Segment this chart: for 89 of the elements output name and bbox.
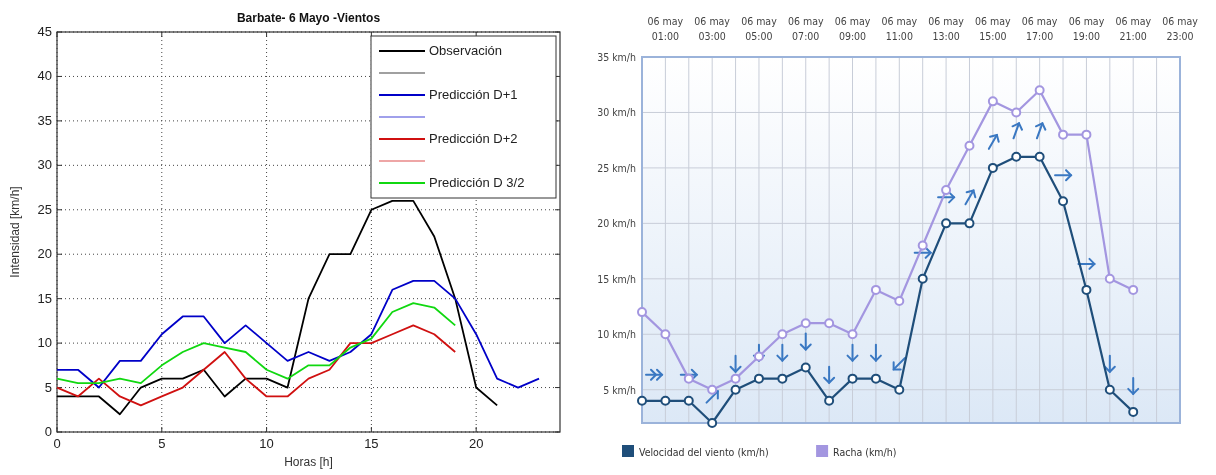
- point: [777, 373, 788, 384]
- x-tick-label: 06 may 01:00: [647, 15, 684, 42]
- x-tick-label: 06 may 13:00: [928, 15, 965, 42]
- y-tick-label: 10: [37, 335, 52, 351]
- point: [1034, 151, 1045, 162]
- point: [964, 218, 975, 229]
- point: [800, 362, 811, 373]
- chart-title: Barbate- 6 Mayo -Vientos: [236, 11, 381, 25]
- y-tick-label: 0: [44, 424, 52, 439]
- y-tick-label: 20: [37, 246, 52, 262]
- point: [824, 318, 835, 329]
- legend-label: Predicción D+2: [429, 131, 518, 146]
- point: [707, 418, 718, 428]
- x-tick-label: 20: [468, 436, 484, 451]
- point: [730, 384, 741, 395]
- point: [1011, 107, 1022, 118]
- point: [1104, 273, 1115, 284]
- line-series: [56, 199, 499, 416]
- x-tick-label: 06 may 15:00: [975, 15, 1012, 42]
- y-tick-label: 35: [37, 112, 52, 128]
- x-tick-label: 06 may 07:00: [787, 15, 824, 42]
- point: [753, 373, 764, 384]
- legend-label: Velocidad del viento (km/h): [639, 446, 769, 458]
- x-tick-label: 15: [364, 436, 379, 451]
- point: [683, 395, 694, 406]
- y-tick-label: 5: [44, 379, 52, 395]
- point: [637, 395, 647, 406]
- y-axis-title: Intensidad [km/h]: [8, 186, 22, 278]
- point: [777, 329, 788, 340]
- point: [894, 384, 905, 395]
- point: [870, 284, 881, 295]
- y-tick-label: 15 km/h: [597, 272, 636, 285]
- legend-label: Predicción D 3/2: [429, 175, 525, 190]
- line-series: [56, 279, 540, 389]
- point: [964, 140, 975, 151]
- legend-label: Predicción D+1: [429, 87, 518, 102]
- point: [707, 384, 718, 395]
- point: [987, 162, 998, 173]
- point: [941, 218, 952, 229]
- x-tick-label: 06 may 21:00: [1115, 15, 1152, 42]
- point: [847, 329, 858, 340]
- point: [1058, 129, 1069, 140]
- y-tick-label: 10 km/h: [597, 328, 636, 341]
- point: [730, 373, 741, 384]
- y-tick-label: 15: [37, 290, 52, 306]
- point: [870, 373, 881, 384]
- y-tick-label: 25: [37, 201, 52, 217]
- point: [917, 273, 928, 284]
- point: [1034, 85, 1045, 96]
- point: [637, 307, 647, 318]
- point: [1128, 284, 1139, 295]
- point: [1058, 196, 1069, 207]
- point: [824, 395, 835, 406]
- x-tick-label: 06 may 19:00: [1068, 15, 1105, 42]
- legend-label: Racha (km/h): [833, 446, 897, 458]
- point: [1081, 129, 1092, 140]
- point: [987, 96, 998, 107]
- y-tick-label: 30 km/h: [597, 106, 636, 119]
- x-tick-label: 06 may 11:00: [881, 15, 918, 42]
- y-tick-label: 25 km/h: [597, 161, 636, 174]
- point: [917, 240, 928, 251]
- point: [800, 318, 811, 329]
- point: [894, 296, 905, 306]
- x-tick-label: 10: [259, 436, 274, 451]
- x-tick-label: 06 may 05:00: [741, 15, 778, 42]
- y-tick-label: 45: [37, 24, 52, 39]
- x-tick-label: 06 may 23:00: [1162, 15, 1199, 42]
- line-series: [56, 302, 457, 385]
- point: [1081, 284, 1092, 295]
- point: [1104, 384, 1115, 395]
- y-tick-label: 35 km/h: [597, 51, 636, 63]
- y-tick-label: 30: [37, 157, 52, 173]
- legend-label: Observación: [429, 43, 502, 58]
- point: [660, 395, 671, 406]
- point: [660, 329, 671, 340]
- x-tick-label: 06 may 17:00: [1021, 15, 1058, 42]
- x-tick-label: 06 may 03:00: [694, 15, 731, 42]
- x-tick-label: 06 may 09:00: [834, 15, 871, 42]
- point: [683, 373, 694, 384]
- y-tick-label: 40: [37, 68, 52, 84]
- point: [847, 373, 858, 384]
- x-tick-label: 5: [158, 436, 166, 451]
- x-axis-title: Horas [h]: [284, 455, 333, 469]
- point: [1011, 151, 1022, 162]
- point: [1128, 406, 1139, 417]
- point: [941, 185, 952, 196]
- line-series: [56, 324, 457, 407]
- y-tick-label: 20 km/h: [597, 217, 636, 230]
- y-tick-label: 5 km/h: [603, 383, 637, 396]
